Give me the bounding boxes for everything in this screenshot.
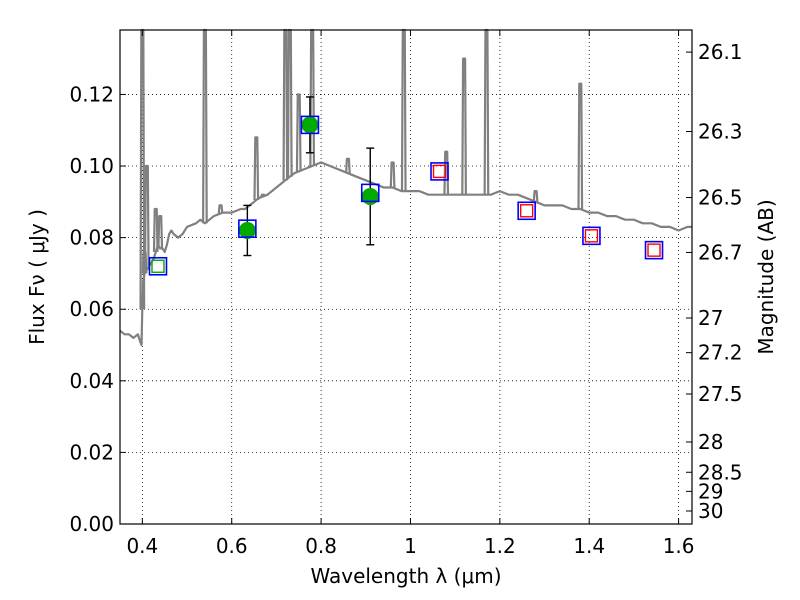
emission-line [157,215,164,249]
model-square [238,219,257,238]
photometry-points [148,96,664,276]
right-tick-label: 30 [698,499,723,523]
upper-limit-square [432,164,447,179]
emission-line [217,204,224,214]
x-tick-label: 1.6 [663,534,695,558]
x-tick-label: 1.4 [573,534,605,558]
emission-line [532,189,539,202]
emission-line [400,28,407,192]
emission-line [282,28,289,181]
emission-line [202,28,208,224]
right-tick-label: 27.5 [698,382,743,406]
y-tick-label: 0.10 [69,154,114,178]
model-square [517,201,536,221]
data-point-circle [301,116,319,134]
data-point-circle [238,221,256,239]
right-tick-label: 26.5 [698,186,743,210]
x-axis-label: Wavelength λ (μm) [310,564,501,588]
y-tick-label: 0.08 [69,226,114,250]
right-tick-label: 26.7 [698,240,743,264]
x-tick-label: 0.6 [216,534,248,558]
y-tick-label: 0.04 [69,369,114,393]
y-tick-label: 0.12 [69,82,114,106]
plot-frame [119,29,693,525]
y-tick-label: 0.00 [69,512,114,536]
right-tick-label: 27.2 [698,341,743,365]
right-tick-label: 27 [698,306,723,330]
emission-line [483,28,490,195]
y-tick-label: 0.02 [69,440,114,464]
upper-limit-square [519,204,534,218]
right-tick-label: 26.3 [698,119,743,143]
upper-limit-square [647,243,661,257]
template-spectrum [119,28,692,347]
model-square [300,115,320,135]
x-axis-ticks: 0.4 0.6 0.8 1 1.2 1.4 1.6 [126,30,695,558]
right-tick-label: 28 [698,430,723,454]
y-tick-label: 0.06 [69,297,114,321]
model-square [582,226,601,246]
model-square [644,240,664,260]
emission-line [309,28,316,167]
emission-line [461,57,467,195]
emission-line [253,136,260,201]
model-square [430,162,449,181]
emission-line [286,28,293,177]
model-square [360,183,380,203]
right-tick-label: 26.1 [698,40,743,64]
x-tick-label: 1 [404,534,417,558]
x-tick-label: 1.2 [484,534,516,558]
right-tick-label: 28.5 [698,460,743,484]
x-tick-label: 0.8 [305,534,337,558]
emission-line [345,157,351,174]
emission-line [295,93,302,172]
emission-line [260,193,266,197]
right-axis-label: Magnitude (AB) [754,199,778,354]
y-axis-ticks: 0.00 0.02 0.04 0.06 0.08 0.10 0.12 [69,82,126,536]
right-tick-label: 29 [698,479,723,503]
upper-limit-square [584,229,599,243]
emission-line [143,164,150,270]
emission-line [389,161,396,188]
x-tick-label: 0.4 [126,534,158,558]
model-square [148,256,168,276]
emission-line [577,82,584,209]
measured-square [151,259,165,273]
emission-line [152,207,159,252]
grid-layer [120,30,692,524]
y-axis-label: Flux Fν ( μJy ) [25,209,49,345]
